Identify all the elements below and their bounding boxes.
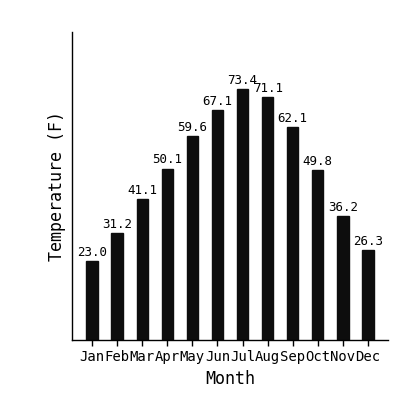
Bar xyxy=(187,136,198,340)
Text: 73.4: 73.4 xyxy=(228,74,258,87)
Text: 31.2: 31.2 xyxy=(102,218,132,231)
Y-axis label: Temperature (F): Temperature (F) xyxy=(48,111,66,261)
Text: 36.2: 36.2 xyxy=(328,201,358,214)
Text: 41.1: 41.1 xyxy=(127,184,157,197)
Bar xyxy=(237,89,248,340)
Bar xyxy=(162,168,173,340)
Text: 26.3: 26.3 xyxy=(353,235,383,248)
Text: 50.1: 50.1 xyxy=(152,154,182,166)
Bar xyxy=(136,199,148,340)
Bar xyxy=(212,110,223,340)
Text: 62.1: 62.1 xyxy=(278,112,308,126)
Bar xyxy=(362,250,374,340)
Bar xyxy=(262,97,273,340)
Bar xyxy=(86,261,98,340)
Text: 23.0: 23.0 xyxy=(77,246,107,259)
Bar xyxy=(312,170,324,340)
Text: 71.1: 71.1 xyxy=(253,82,283,95)
Bar xyxy=(287,128,298,340)
Text: 59.6: 59.6 xyxy=(177,121,207,134)
Text: 49.8: 49.8 xyxy=(303,154,333,168)
Bar xyxy=(337,216,348,340)
Bar xyxy=(112,233,123,340)
X-axis label: Month: Month xyxy=(205,370,255,388)
Text: 67.1: 67.1 xyxy=(202,95,232,108)
